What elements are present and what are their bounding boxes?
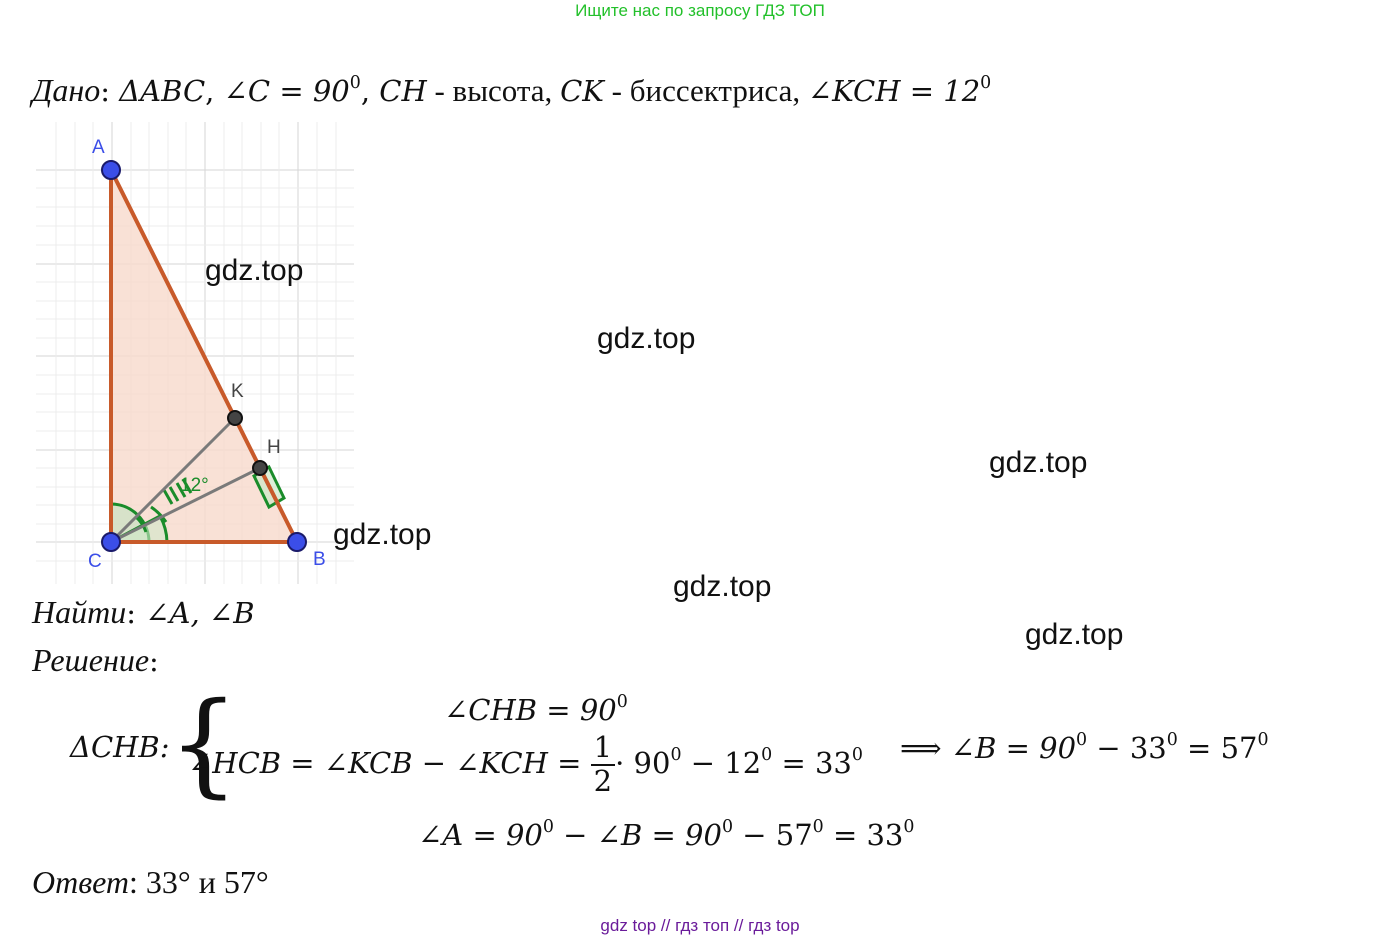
given-ck: CK bbox=[560, 74, 604, 108]
find-line: Найти: ∠A, ∠B bbox=[32, 594, 255, 630]
watermark: gdz.top bbox=[673, 570, 772, 603]
system-line-2: ∠HCB = ∠KCB − ∠KCH = 1 2 · 900 − 120 = 330 bbox=[188, 730, 863, 798]
system-lhs: ΔCHB: bbox=[70, 730, 170, 764]
label-b: B bbox=[313, 549, 326, 570]
solution-label: Решение bbox=[32, 642, 150, 678]
answer-label: Ответ bbox=[32, 864, 129, 900]
search-banner: Ищите нас по запросу ГДЗ ТОП bbox=[575, 1, 825, 20]
point-h bbox=[252, 460, 268, 476]
cevians bbox=[109, 416, 261, 544]
label-h: H bbox=[267, 437, 281, 458]
angle-12-label: 12° bbox=[180, 475, 209, 496]
system-brace: { bbox=[168, 679, 240, 809]
given-line: Дано: ΔABC, ∠C = 900, CH - высота, CK - … bbox=[32, 72, 992, 108]
given-vysota: - высота, bbox=[426, 73, 561, 108]
watermark: gdz.top bbox=[333, 518, 432, 551]
label-c: C bbox=[88, 551, 102, 572]
answer-value: : 33° и 57° bbox=[129, 864, 269, 900]
given-angle-kch: ∠KCH = 120 bbox=[807, 72, 992, 108]
conclusion-b: ⟹ ∠B = 900 − 330 = 570 bbox=[900, 730, 1269, 766]
label-k: K bbox=[231, 381, 244, 402]
point-c bbox=[101, 532, 121, 552]
watermark: gdz.top bbox=[1025, 618, 1124, 651]
watermark: gdz.top bbox=[989, 446, 1088, 479]
label-a: A bbox=[92, 137, 105, 158]
solution-line: Решение: bbox=[32, 642, 159, 678]
answer-line: Ответ: 33° и 57° bbox=[32, 864, 269, 901]
find-value: ∠A, ∠B bbox=[145, 596, 255, 630]
point-b bbox=[287, 532, 307, 552]
given-triangle: ΔABC bbox=[119, 74, 206, 108]
conclusion-a: ∠A = 900 − ∠B = 900 − 570 = 330 bbox=[418, 817, 915, 853]
point-k bbox=[227, 410, 243, 426]
given-label: Дано bbox=[32, 72, 101, 108]
given-ch: CH bbox=[379, 74, 427, 108]
watermark: gdz.top bbox=[597, 322, 696, 355]
point-a bbox=[101, 160, 121, 180]
footer-links: gdz top // гдз топ // гдз top bbox=[600, 916, 800, 935]
triangle-sides bbox=[109, 169, 299, 544]
find-label: Найти bbox=[32, 594, 127, 630]
system-line-1: ∠CHB = 900 bbox=[444, 692, 628, 728]
triangle-figure: 12° A B C K H bbox=[36, 122, 354, 584]
given-bisector: - биссектриса, bbox=[603, 73, 808, 108]
watermark: gdz.top bbox=[205, 254, 304, 287]
given-angle-c: ∠C = 900 bbox=[223, 72, 361, 108]
